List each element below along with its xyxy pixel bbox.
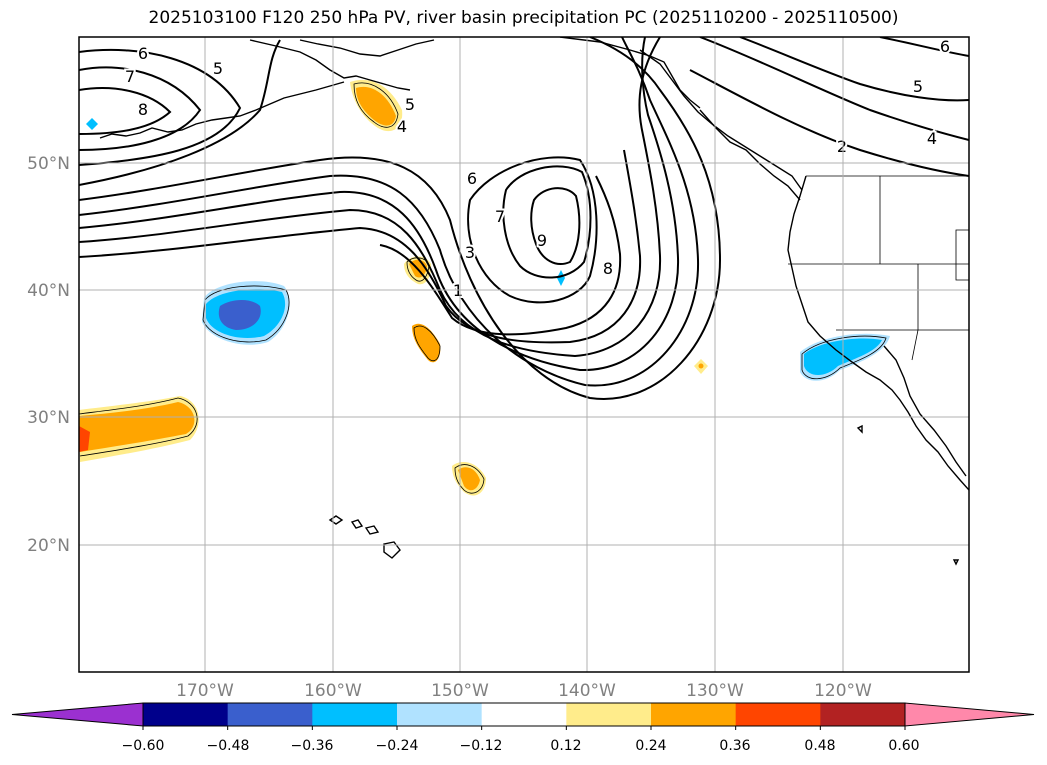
colorbar-tick-label: −0.12: [460, 738, 503, 754]
contour-labels: 6 7 8 5 4 5 6 7 3 1 9 8 5 4 2 6: [123, 37, 952, 302]
contour-label: 4: [397, 117, 407, 136]
contour-label: 6: [138, 44, 148, 63]
positive-region-west-peak: [79, 426, 90, 452]
lat-label: 40°N: [27, 281, 70, 301]
colorbar-tick-label: 0.48: [804, 738, 835, 754]
positive-region-north-core: [356, 86, 396, 126]
colorbar-cell: [566, 703, 652, 726]
colorbar-cell: [143, 703, 229, 726]
colorbar-cell: [735, 703, 821, 726]
lat-label: 20°N: [27, 536, 70, 556]
colorbar-tick-label: 0.60: [888, 738, 919, 754]
colorbar-ticks: [142, 726, 906, 730]
colorbar-tick-label: 0.24: [635, 738, 666, 754]
colorbar-cell: [312, 703, 398, 726]
colorbar-tick-label: −0.36: [291, 738, 334, 754]
contour-label: 3: [465, 243, 475, 262]
latitude-labels: 50°N 40°N 30°N 20°N: [27, 154, 70, 556]
colorbar-tick-label: 0.12: [550, 738, 581, 754]
positive-spot-2: [412, 323, 441, 363]
contour-label: 7: [125, 67, 135, 86]
lon-label: 140°W: [558, 681, 616, 701]
contour-label: 6: [467, 169, 477, 188]
lon-label: 150°W: [431, 681, 489, 701]
contour-label: 5: [913, 77, 923, 96]
gridlines: [79, 37, 969, 672]
coastlines: [99, 37, 969, 566]
colorbar-tick-label: 0.36: [719, 738, 750, 754]
longitude-labels: 170°W 160°W 150°W 140°W 130°W 120°W: [176, 681, 872, 701]
pv-contours: [79, 37, 969, 400]
colorbar-tick-label: −0.24: [376, 738, 419, 754]
lat-label: 30°N: [27, 408, 70, 428]
colorbar-tick-label: −0.60: [122, 738, 165, 754]
negative-region-west-core: [218, 300, 261, 330]
contour-label: 7: [495, 207, 505, 226]
contour-label: 8: [138, 100, 148, 119]
positive-spot-3-core: [458, 467, 480, 491]
map-title: 2025103100 F120 250 hPa PV, river basin …: [148, 8, 899, 28]
colorbar-extend-low: [11, 702, 144, 727]
contour-label: 9: [537, 231, 547, 250]
colorbar-cell: [481, 703, 567, 726]
colorbar-cell: [227, 703, 313, 726]
political-borders: [788, 175, 969, 361]
colorbar-cell: [651, 703, 737, 726]
contour-label: 8: [603, 259, 613, 278]
contour-label: 2: [837, 137, 847, 156]
negative-spot-2: [557, 270, 565, 286]
positive-region-west-core: [79, 402, 195, 452]
lon-label: 160°W: [304, 681, 362, 701]
map-plot: 6 7 8 5 4 5 6 7 3 1 9 8 5 4 2 6: [78, 36, 970, 673]
colorbar-cell: [397, 703, 483, 726]
contour-label: 5: [405, 95, 415, 114]
lon-label: 170°W: [176, 681, 234, 701]
colorbar: −0.60 −0.48 −0.36 −0.24 −0.12 0.12 0.24 …: [11, 702, 1035, 754]
negative-spot-1: [86, 118, 98, 130]
colorbar-cells: [11, 702, 1035, 727]
lon-label: 120°W: [814, 681, 872, 701]
lat-label: 50°N: [27, 154, 70, 174]
lon-label: 130°W: [686, 681, 744, 701]
colorbar-tick-labels: −0.60 −0.48 −0.36 −0.24 −0.12 0.12 0.24 …: [122, 738, 920, 754]
precip-shading: [79, 79, 890, 496]
contour-label: 6: [940, 37, 950, 56]
contour-label: 5: [213, 59, 223, 78]
colorbar-cell: [820, 703, 906, 726]
colorbar-tick-label: −0.48: [207, 738, 250, 754]
map-frame: [78, 36, 970, 673]
contour-label: 4: [927, 129, 937, 148]
colorbar-extend-high: [904, 702, 1035, 727]
